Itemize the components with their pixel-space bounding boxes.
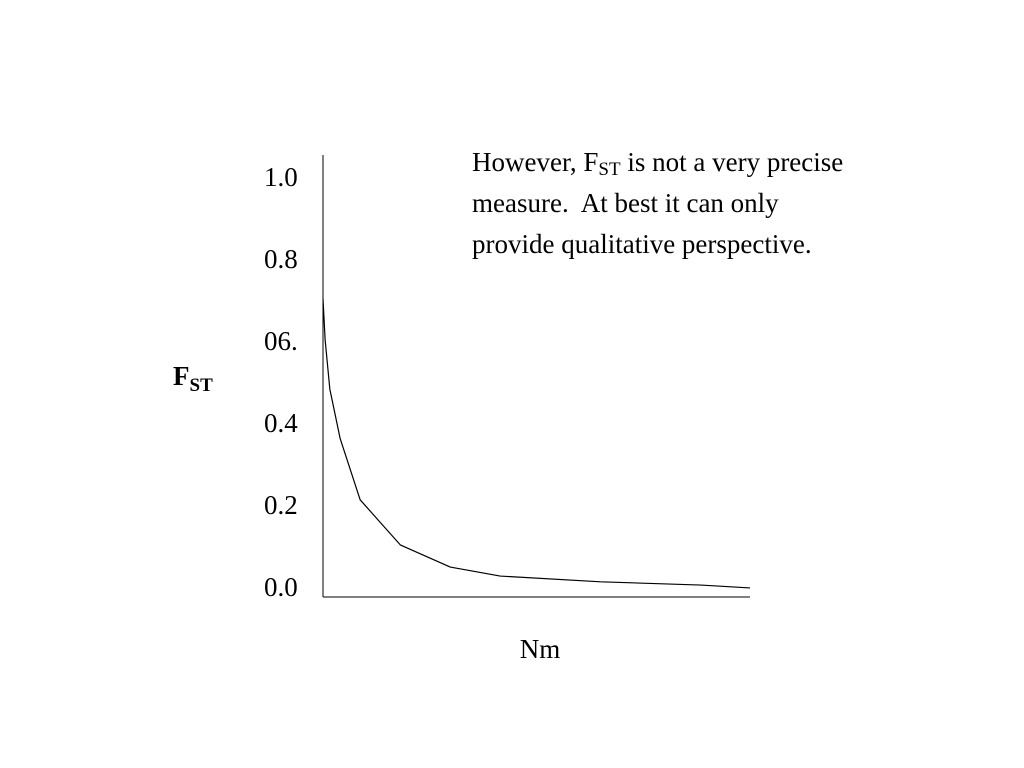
annotation-text: measure. At best it can only — [472, 188, 779, 218]
y-tick-label: 0.0 — [264, 572, 298, 602]
annotation-sub: ST — [598, 159, 621, 180]
annotation: However, FST is not a very precise — [472, 147, 843, 180]
y-axis-label: FST — [173, 361, 213, 396]
annotation-text: provide qualitative perspective. — [472, 229, 812, 259]
y-tick-label: 1.0 — [264, 162, 298, 192]
y-tick-label: 06. — [264, 326, 298, 356]
y-label-text: F — [173, 361, 190, 391]
annotation-text: However, F — [472, 147, 598, 177]
curve — [322, 298, 751, 589]
annotation-text: is not a very precise — [621, 147, 844, 177]
y-tick-label: 0.4 — [264, 408, 298, 438]
y-tick-label: 0.8 — [264, 244, 298, 274]
y-tick-label: 0.2 — [264, 490, 298, 520]
x-axis-label: Nm — [520, 634, 561, 664]
y-label-sub: ST — [190, 375, 214, 396]
